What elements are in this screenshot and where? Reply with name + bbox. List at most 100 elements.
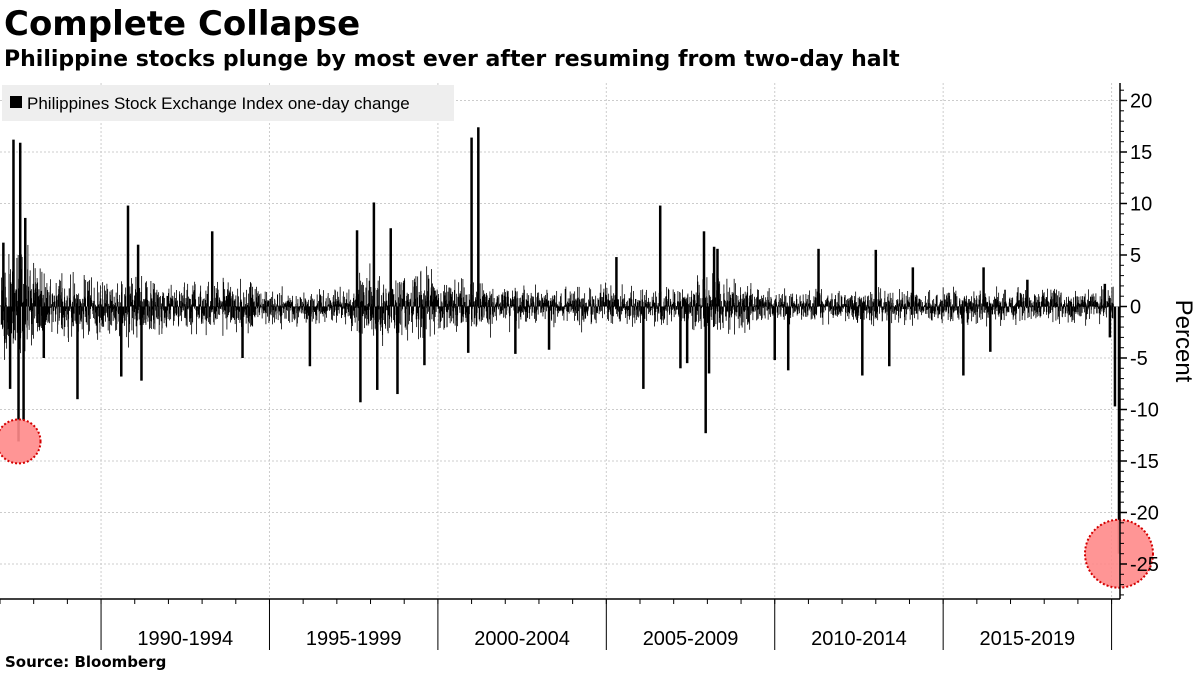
bar-daily-change [681,306,683,309]
bar-daily-change [1004,289,1006,307]
bar-daily-change [162,296,163,307]
bar-daily-change [1099,306,1101,325]
bar-daily-change [866,306,868,315]
bar-daily-change [729,297,731,307]
bar-daily-change [363,295,365,307]
bar-daily-change [256,286,257,307]
bar-daily-change [536,306,538,312]
bar-daily-change [285,301,287,307]
bar-daily-change [1014,306,1016,316]
bar-daily-change [109,291,111,307]
bar-daily-change [722,306,724,329]
bar-daily-change [1087,306,1089,310]
bar-daily-change [846,305,848,307]
bar-daily-change [1006,306,1007,312]
bar-daily-change [293,306,295,319]
bar-daily-change [186,306,188,327]
bar-daily-change [519,305,521,307]
bar-daily-change [416,306,418,313]
bar-daily-change [669,306,671,314]
bar-daily-change [64,306,66,318]
bar-daily-change [845,306,847,308]
bar-daily-change [31,289,33,307]
bar-daily-change [352,306,353,327]
bar-daily-change [79,306,80,315]
bar-daily-change [724,305,726,307]
y-tick-label: -20 [1130,503,1159,525]
bar-daily-change [407,294,408,307]
bar-daily-change [591,306,593,323]
bar-daily-change [813,306,814,316]
bar-daily-change [935,303,936,307]
bar-daily-change [804,306,806,308]
bar-daily-change [806,306,808,317]
bar-daily-change [607,299,609,307]
bar-daily-change [833,306,835,316]
bar-daily-change [457,297,459,307]
bar-daily-change [269,306,270,321]
bar-daily-change [666,306,668,326]
bar-daily-change [1092,296,1094,307]
bar-daily-change [41,271,43,307]
bar-daily-change [931,306,933,319]
bar-daily-change [496,306,497,321]
bar-daily-change [926,306,928,314]
bar-daily-change [8,306,10,329]
bar-daily-change [831,306,833,309]
x-tick-label: 2005-2009 [643,628,739,650]
bar-daily-change [743,306,745,312]
bar-daily-change [541,306,543,313]
bar-notable-move [372,202,376,307]
bar-daily-change [164,306,166,313]
bar-daily-change [608,306,610,313]
bar-daily-change [583,306,585,322]
bar-daily-change [429,306,430,320]
bar-daily-change [720,293,722,307]
bar-daily-change [1112,286,1114,307]
bar-daily-change [246,289,247,307]
bar-daily-change [821,289,822,307]
bar-daily-change [1095,300,1096,307]
bar-daily-change [891,306,893,324]
bar-daily-change [425,295,427,307]
bar-daily-change [872,306,873,311]
bar-daily-change [55,306,56,322]
bar-daily-change [694,306,696,323]
bar-daily-change [354,300,356,307]
bar-daily-change [452,306,454,312]
bar-daily-change [634,306,635,311]
bar-daily-change [1093,301,1095,307]
bar-daily-change [600,306,602,312]
highlight-circle [1083,518,1154,589]
bar-daily-change [691,290,693,307]
bar-daily-change [968,299,969,307]
bar-daily-change [1074,306,1076,312]
bar-daily-change [892,306,893,313]
bar-daily-change [163,306,164,311]
bar-daily-change [730,306,732,316]
bar-daily-change [995,306,997,320]
bar-daily-change [536,306,538,310]
bar-daily-change [853,306,855,310]
bar-daily-change [492,306,494,312]
bar-daily-change [1023,306,1025,314]
bar-daily-change [918,298,920,307]
bar-daily-change [36,306,37,324]
bar-daily-change [149,306,151,312]
bar-daily-change [56,306,57,309]
bar-daily-change [755,298,757,307]
bar-daily-change [373,306,375,321]
bar-daily-change [838,303,840,307]
bar-daily-change [900,306,901,318]
bar-daily-change [448,306,449,310]
bar-daily-change [678,301,680,307]
bar-daily-change [640,306,641,323]
bar-daily-change [639,302,640,307]
bar-daily-change [310,300,311,307]
bar-daily-change [508,303,510,307]
bar-daily-change [191,306,193,324]
bar-daily-change [764,306,766,319]
bar-daily-change [783,301,785,307]
bar-daily-change [525,299,527,307]
bar-daily-change [1067,306,1068,307]
